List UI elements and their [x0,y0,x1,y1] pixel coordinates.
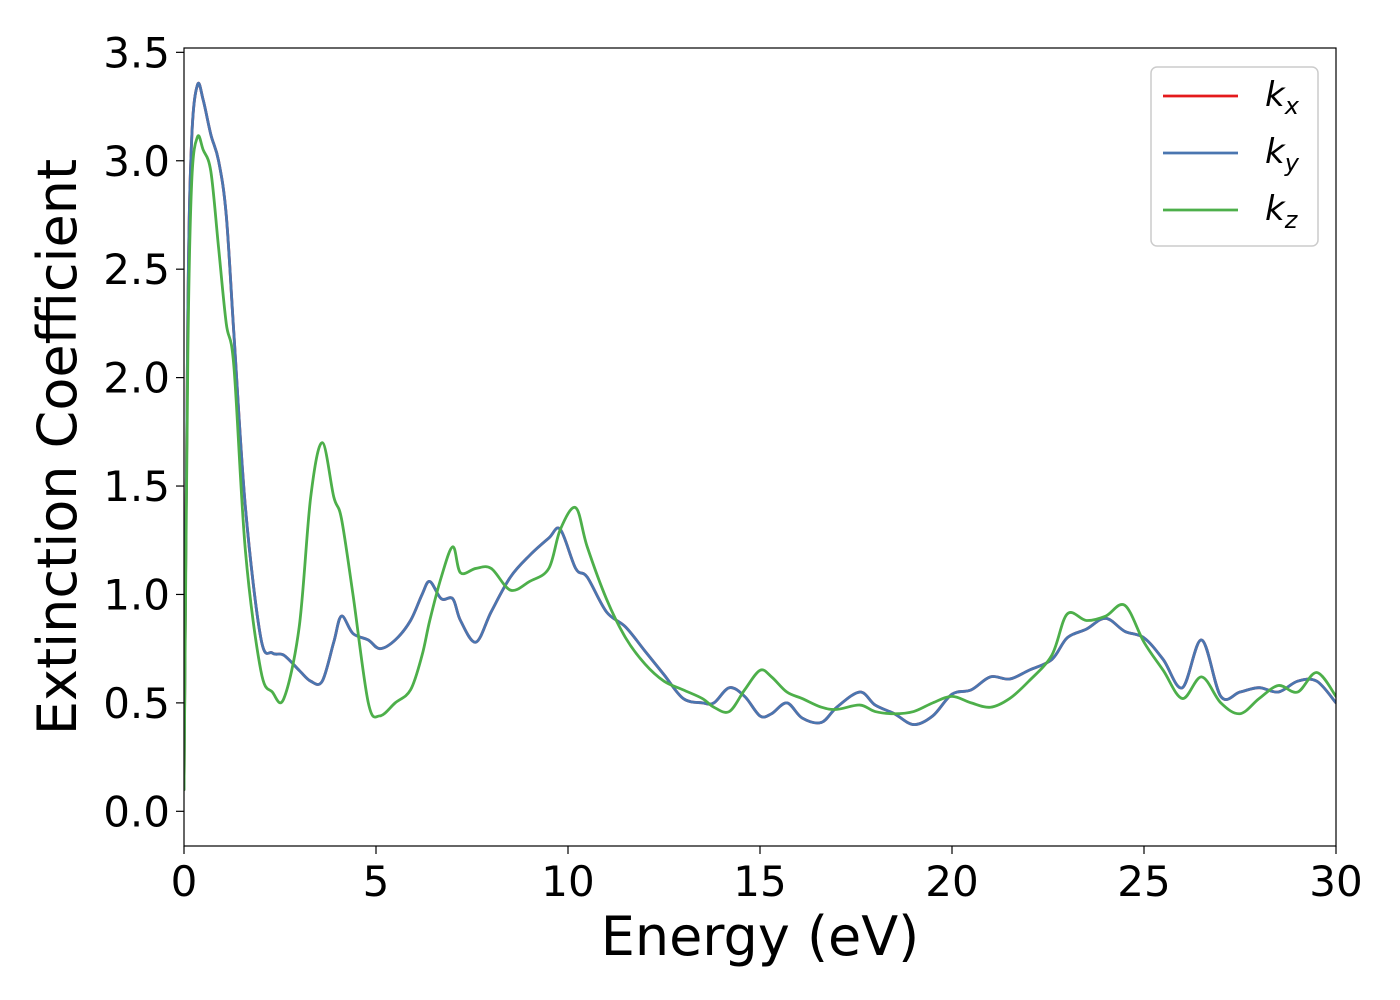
y-tick-label: 0.5 [103,679,170,728]
x-tick-label: 5 [363,857,390,906]
y-tick-label: 2.0 [103,354,170,403]
legend-label: kz [1265,189,1299,234]
y-tick-label: 1.0 [103,570,170,619]
series-line-k-z [184,134,1336,792]
legend-box [1150,66,1319,247]
y-tick-label: 3.5 [103,28,170,77]
x-axis-title: Energy (eV) [601,905,920,968]
legend-label-subscript: x [1284,92,1300,120]
legend-label-subscript: z [1284,206,1299,234]
series-line-k-y [184,81,1336,792]
legend-label: kx [1265,75,1300,120]
y-axis-title: Extinction Coefficient [26,159,89,735]
legend-label-base: k [1265,132,1286,172]
legend-label-base: k [1265,189,1286,229]
legend-item: ky [1163,132,1300,177]
series-layer [184,81,1336,792]
legend-item: kx [1163,75,1300,120]
y-tick-label: 3.0 [103,137,170,186]
x-axis-ticks: 0 5 10 15 20 25 30 [171,846,1363,906]
x-tick-label: 25 [1117,857,1170,906]
x-tick-label: 10 [541,857,594,906]
legend-label-base: k [1265,75,1286,115]
x-tick-label: 30 [1309,857,1362,906]
x-tick-label: 15 [733,857,786,906]
legend-label-subscript: y [1284,149,1300,177]
x-tick-label: 20 [925,857,978,906]
x-tick-label: 0 [171,857,198,906]
y-axis-ticks: 0.0 0.5 1.0 1.5 2.0 2.5 3.0 3.5 [103,28,184,836]
legend-item: kz [1163,189,1299,234]
y-tick-label: 2.5 [103,245,170,294]
y-tick-label: 0.0 [103,787,170,836]
y-tick-label: 1.5 [103,462,170,511]
legend-label: ky [1265,132,1300,177]
